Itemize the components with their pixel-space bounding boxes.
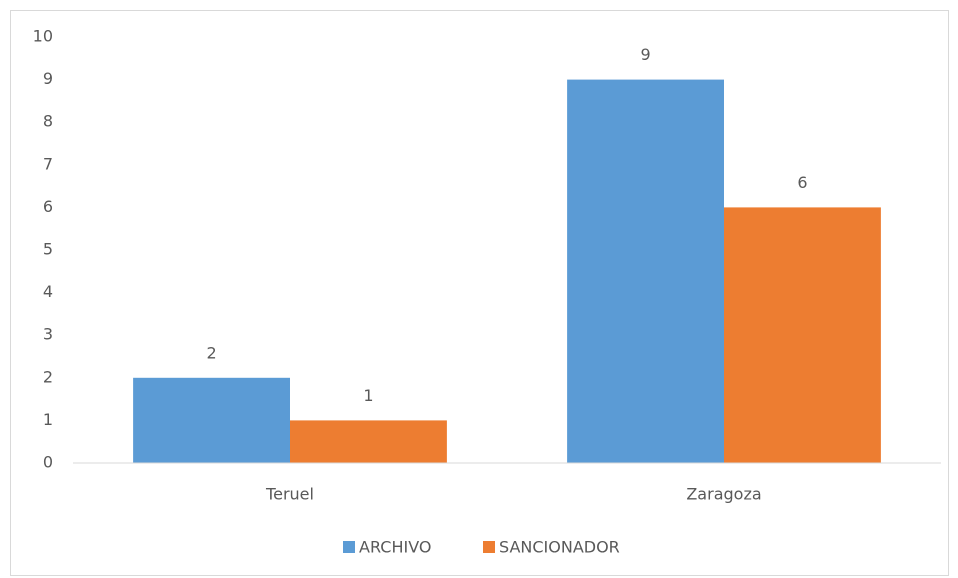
x-tick-label: Zaragoza [686,485,761,504]
data-label: 9 [640,45,650,64]
y-tick-label: 1 [43,410,53,429]
bar [290,420,447,463]
data-label: 1 [363,386,373,405]
y-tick-label: 3 [43,325,53,344]
y-tick-label: 10 [33,27,53,46]
y-tick-label: 2 [43,367,53,386]
y-tick-label: 8 [43,112,53,131]
data-label: 2 [206,343,216,362]
y-tick-label: 5 [43,240,53,259]
y-tick-label: 7 [43,154,53,173]
data-label: 6 [797,173,807,192]
legend-swatch [483,541,495,553]
bar [724,207,881,463]
y-tick-label: 6 [43,197,53,216]
legend-label: ARCHIVO [359,538,431,557]
bar [133,377,290,463]
y-tick-label: 9 [43,69,53,88]
legend-swatch [343,541,355,553]
y-tick-label: 0 [43,453,53,472]
legend-label: SANCIONADOR [499,538,620,557]
bar [567,79,724,463]
y-tick-label: 4 [43,282,53,301]
x-tick-label: Teruel [265,485,314,504]
